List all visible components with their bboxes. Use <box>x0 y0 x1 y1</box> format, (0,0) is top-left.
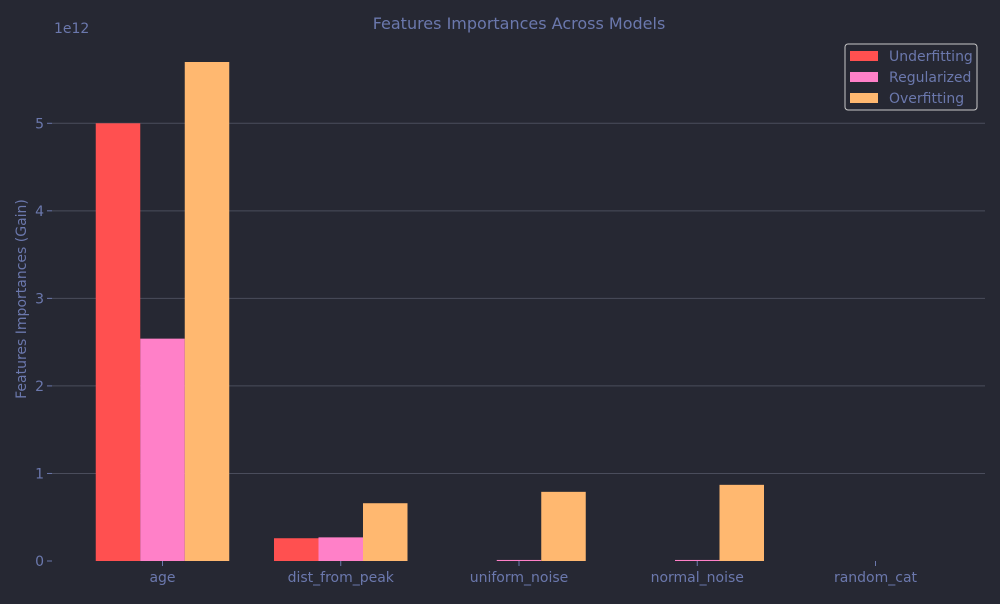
legend-label-overfitting: Overfitting <box>889 91 964 107</box>
y-tick-label: 3 <box>35 291 44 307</box>
bar-underfitting-age <box>95 123 141 561</box>
y-tick-label: 4 <box>35 204 44 220</box>
bar-underfitting-dist-from-peak <box>274 538 319 561</box>
chart-title: Features Importances Across Models <box>373 14 666 33</box>
legend: Underfitting Regularized Overfitting <box>844 43 978 111</box>
y-tick-label: 0 <box>35 554 44 570</box>
x-tick-label: normal_noise <box>651 570 744 586</box>
bar-overfitting-age <box>184 62 230 561</box>
y-axis-label: Features Importances (Gain) <box>14 199 30 399</box>
y-tick-label: 5 <box>35 116 44 132</box>
bar-overfitting-normal-noise <box>719 484 764 561</box>
legend-swatch-regularized <box>850 72 878 82</box>
bar-regularized-normal-noise <box>675 559 720 561</box>
legend-label-underfitting: Underfitting <box>889 49 973 65</box>
legend-swatch-overfitting <box>850 93 878 103</box>
x-tick-label: uniform_noise <box>470 570 569 586</box>
y-tick-label: 1 <box>35 466 44 482</box>
bar-regularized-uniform-noise <box>496 559 542 561</box>
legend-swatch-underfitting <box>850 51 878 61</box>
bar-overfitting-uniform-noise <box>541 491 586 561</box>
bar-regularized-age <box>140 338 185 561</box>
x-tick-label: age <box>149 570 175 586</box>
y-offset-label: 1e12 <box>54 21 89 37</box>
x-tick-label: random_cat <box>834 570 918 586</box>
y-ticks: 0 1 2 3 4 5 <box>35 116 52 570</box>
bar-regularized-dist-from-peak <box>318 537 363 561</box>
bar-overfitting-dist-from-peak <box>363 503 408 561</box>
x-tick-label: dist_from_peak <box>288 570 395 586</box>
bars <box>95 62 764 561</box>
legend-label-regularized: Regularized <box>889 70 971 86</box>
x-ticks: age dist_from_peak uniform_noise normal_noi… <box>149 561 918 586</box>
y-tick-label: 2 <box>35 379 44 395</box>
